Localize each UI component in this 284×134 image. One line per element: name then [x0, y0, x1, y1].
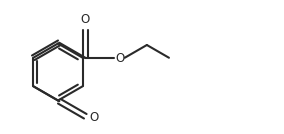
Text: O: O: [81, 13, 90, 26]
Text: O: O: [89, 111, 99, 124]
Text: O: O: [116, 52, 125, 65]
